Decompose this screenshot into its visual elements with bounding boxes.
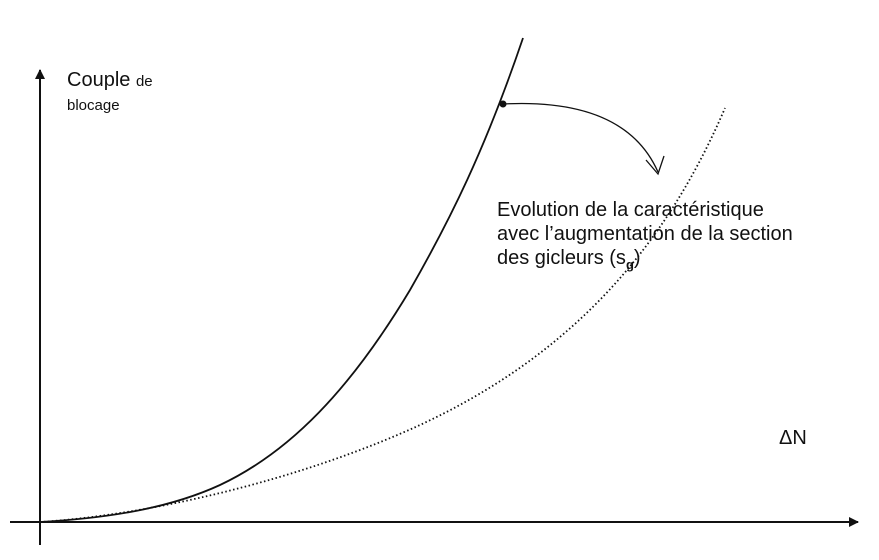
shifted-curve: [39, 107, 726, 523]
initial-curve: [39, 37, 524, 523]
y-axis-label-main: Couple: [67, 69, 131, 91]
y-axis-label-de: de: [135, 73, 153, 90]
annotation-text: Evolution de la caractéristique avec l’a…: [497, 198, 793, 277]
annotation-line-3-end: ): [633, 247, 641, 269]
y-axis-label: Couple de blocage: [67, 69, 153, 117]
annotation-line-1: Evolution de la caractéristique: [497, 199, 764, 221]
annotation-subscript: g: [625, 257, 634, 272]
shift-arrow: [502, 102, 659, 173]
annotation-line-2: avec l’augmentation de la section: [497, 223, 793, 245]
x-axis-label: ΔN: [779, 427, 807, 449]
annotation-line-3: des gicleurs (s: [497, 247, 626, 269]
shift-arrow-head: [645, 155, 665, 176]
y-axis-label-blocage: blocage: [67, 97, 120, 114]
